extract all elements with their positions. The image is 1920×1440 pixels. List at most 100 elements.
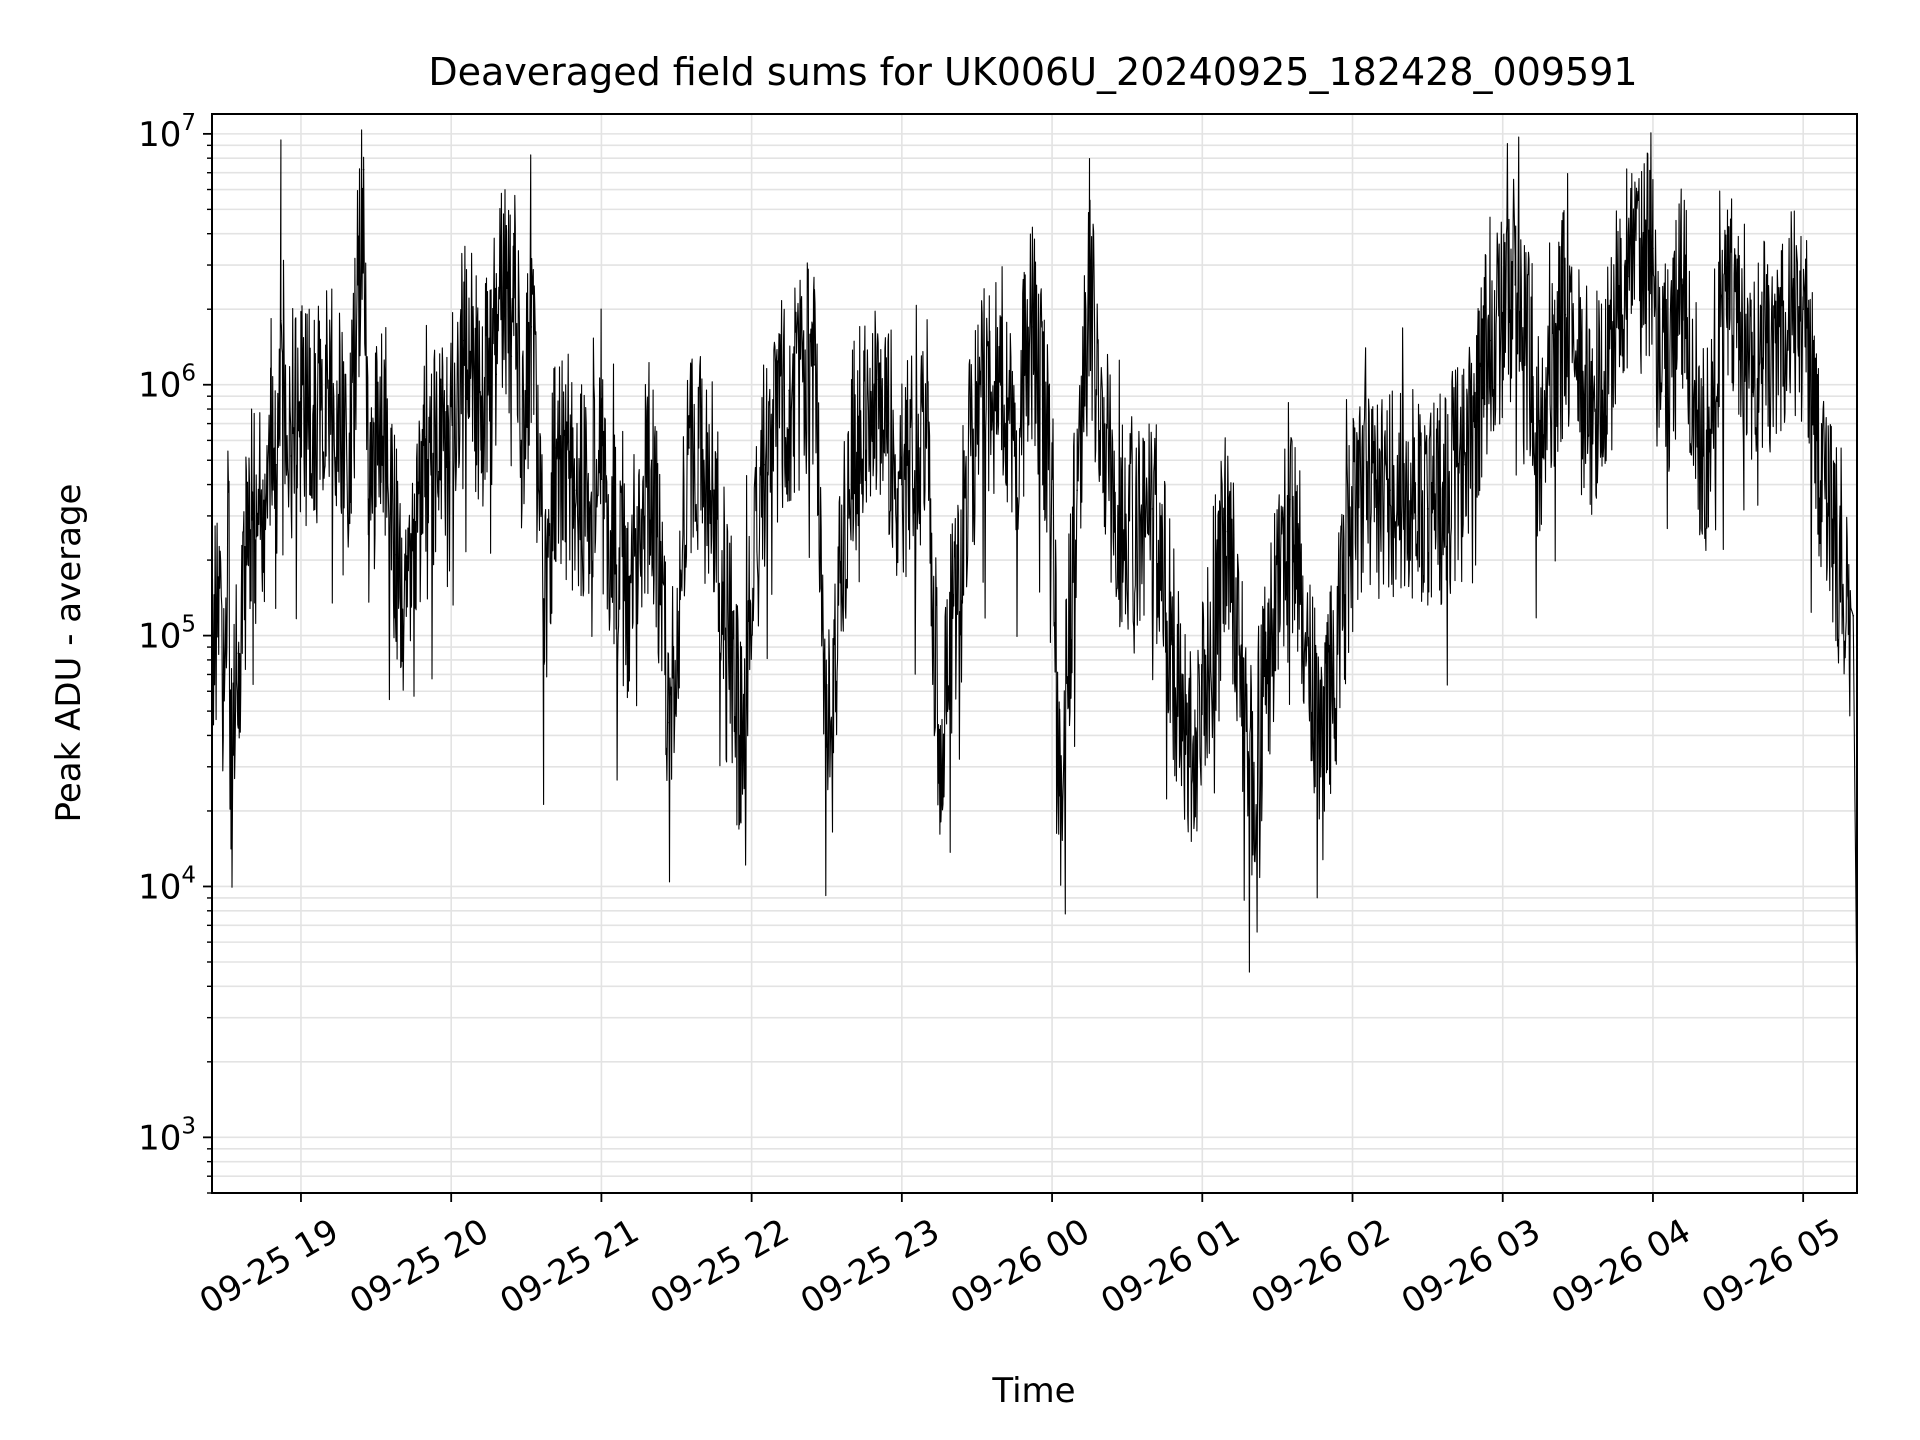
- data-point: [1539, 419, 1542, 422]
- y-tick-label: 105: [138, 612, 196, 657]
- data-point: [1051, 478, 1053, 481]
- data-point: [555, 447, 558, 449]
- data-point: [510, 355, 513, 357]
- data-point: [410, 606, 412, 608]
- data-point: [362, 168, 365, 171]
- data-point: [901, 483, 903, 486]
- data-point: [1076, 489, 1078, 491]
- data-point: [1251, 777, 1254, 780]
- data-point: [1702, 455, 1704, 457]
- data-point: [543, 598, 545, 600]
- data-point: [1564, 314, 1567, 316]
- data-point: [350, 439, 352, 442]
- data-point: [1289, 498, 1291, 500]
- data-point: [1514, 284, 1517, 286]
- data-point: [1802, 308, 1804, 311]
- data-point: [1682, 284, 1684, 286]
- data-point: [1113, 522, 1116, 525]
- data-point: [1464, 463, 1466, 466]
- data-point: [1058, 794, 1061, 797]
- data-point: [850, 455, 853, 457]
- data-point: [1151, 508, 1154, 510]
- data-point: [926, 419, 928, 422]
- data-point: [738, 734, 740, 737]
- data-point: [1727, 298, 1729, 300]
- y-tick-label: 103: [138, 1113, 196, 1158]
- series-line: [211, 129, 1858, 1018]
- data-point: [876, 378, 878, 381]
- data-point: [1839, 559, 1842, 561]
- data-point: [1852, 614, 1855, 617]
- data-point: [262, 539, 265, 542]
- data-point: [245, 564, 247, 567]
- data-point: [1814, 439, 1817, 442]
- data-point: [222, 673, 225, 676]
- y-axis-label: Peak ADU - average: [49, 484, 89, 823]
- data-point: [217, 590, 220, 593]
- data-point: [1627, 275, 1629, 278]
- data-point: [1389, 489, 1391, 491]
- data-point: [938, 758, 941, 761]
- data-point: [530, 326, 533, 328]
- data-point: [227, 481, 230, 483]
- data-point: [275, 463, 277, 466]
- plot-frame: [211, 113, 1858, 1194]
- y-tick-label: 104: [138, 862, 196, 907]
- data-point: [1489, 339, 1492, 342]
- grid-lines: [212, 114, 1857, 1194]
- data-point: [1847, 598, 1850, 600]
- data-point: [688, 447, 690, 449]
- data-point: [290, 455, 292, 457]
- data-point: [813, 364, 816, 366]
- data-point: [237, 652, 240, 655]
- data-point: [1188, 765, 1191, 768]
- data-point: [668, 721, 670, 724]
- data-point: [963, 495, 966, 497]
- y-tick-label: 106: [138, 361, 196, 406]
- data-point: [1426, 508, 1429, 510]
- data-point: [495, 373, 498, 376]
- data-point: [380, 408, 382, 410]
- data-point: [512, 232, 515, 235]
- data-point: [600, 478, 603, 481]
- data-point: [1827, 515, 1830, 517]
- data-point: [1321, 765, 1324, 768]
- data-point: [1351, 518, 1354, 521]
- data-point: [280, 319, 282, 322]
- data-point: [337, 422, 340, 425]
- data-point: [462, 339, 465, 342]
- data-point: [1589, 425, 1592, 428]
- data-point: [480, 395, 483, 398]
- chart-title: Deaveraged field sums for UK006U_2024092…: [428, 50, 1637, 94]
- data-point: [650, 459, 653, 462]
- data-point: [325, 355, 327, 357]
- data-point: [1652, 247, 1654, 250]
- data-point: [437, 470, 440, 473]
- data-point: [425, 436, 427, 438]
- data-point: [367, 498, 370, 500]
- data-point: [230, 758, 232, 761]
- data-point: [788, 389, 790, 392]
- data-point: [1664, 395, 1667, 398]
- data-point: [1031, 326, 1033, 328]
- data-point: [1088, 303, 1091, 305]
- data-point: [713, 489, 715, 491]
- data-point: [312, 432, 315, 435]
- data-point: [625, 606, 628, 608]
- data-point: [520, 439, 523, 442]
- data-point: [252, 504, 255, 507]
- data-point: [988, 373, 991, 376]
- data-point: [505, 225, 508, 227]
- data-point: [1226, 530, 1229, 533]
- data-point: [395, 553, 397, 556]
- data-point: [575, 489, 578, 491]
- data-point: [763, 463, 765, 466]
- data-point: [1777, 332, 1779, 335]
- data-point: [1752, 355, 1754, 357]
- data-point: [450, 405, 452, 408]
- series-group: [211, 129, 1858, 1019]
- y-tick-label: 107: [138, 110, 196, 155]
- data-point: [1013, 455, 1016, 457]
- data-point: [270, 422, 272, 425]
